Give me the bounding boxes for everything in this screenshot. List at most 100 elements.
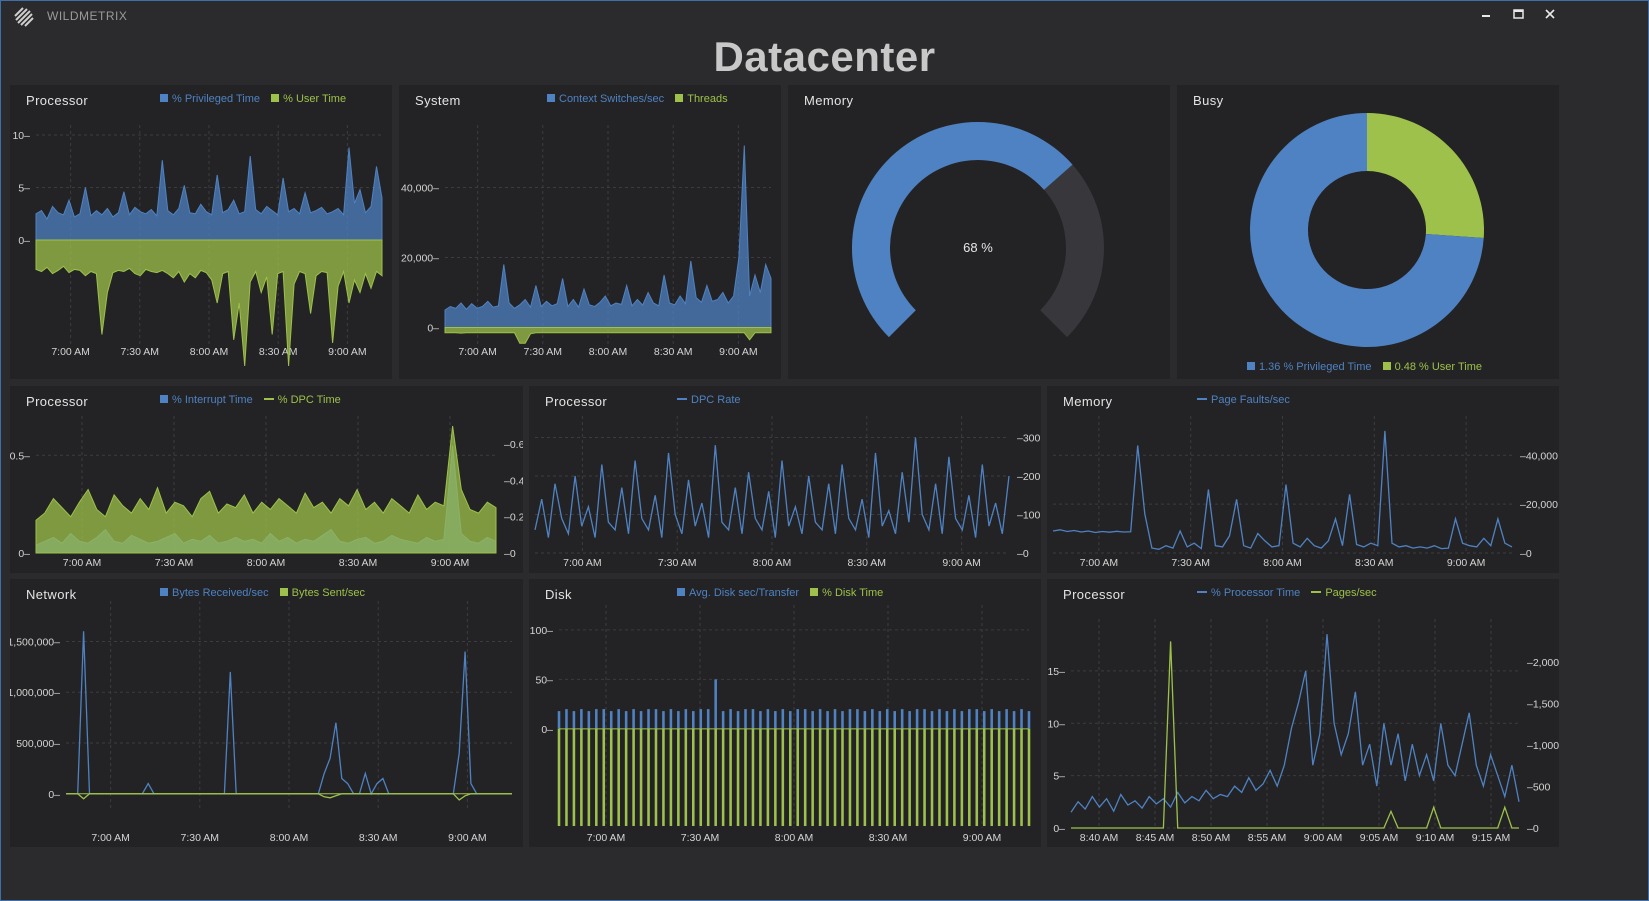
panel-title: Memory bbox=[1063, 394, 1113, 409]
series-bar bbox=[960, 711, 964, 729]
x-tick-label: 8:30 AM bbox=[339, 557, 378, 569]
x-tick-label: 7:00 AM bbox=[1080, 557, 1119, 569]
series-bar bbox=[692, 711, 695, 729]
series-line bbox=[1052, 430, 1513, 550]
legend-item[interactable]: Pages/sec bbox=[1311, 587, 1377, 599]
series-bar bbox=[990, 709, 993, 729]
series-bar bbox=[595, 728, 598, 827]
x-tick-label: 8:00 AM bbox=[1263, 557, 1302, 569]
series-bar bbox=[632, 709, 635, 729]
legend-item[interactable]: % User Time bbox=[271, 93, 346, 105]
x-tick-label: 8:00 AM bbox=[775, 832, 814, 844]
series-bar bbox=[788, 711, 792, 729]
series-bar bbox=[915, 728, 919, 827]
series-bar bbox=[744, 728, 747, 827]
legend-item[interactable]: Avg. Disk sec/Transfer bbox=[677, 587, 799, 599]
x-tick-label: 7:00 AM bbox=[587, 832, 626, 844]
y-tick-label: 10– bbox=[12, 130, 30, 142]
y-tick-label: 0– bbox=[1053, 823, 1065, 835]
close-icon bbox=[1545, 9, 1555, 19]
x-tick-label: 8:00 AM bbox=[270, 832, 309, 844]
series-bar bbox=[751, 728, 755, 827]
processor-dpc-rate-panel: 7:00 AM 7:30 AM 8:00 AM 8:30 AM 9:00 AM –300 –… bbox=[529, 386, 1041, 573]
series-bar bbox=[706, 709, 710, 729]
maximize-button[interactable] bbox=[1505, 5, 1531, 25]
y-tick-label: –300 bbox=[1017, 433, 1041, 445]
series-bar bbox=[833, 728, 837, 827]
legend-item[interactable]: % Processor Time bbox=[1197, 587, 1300, 599]
series-bar bbox=[841, 711, 844, 729]
series-bar bbox=[766, 728, 770, 827]
processor-interrupt-dpc-panel: 7:00 AM 7:30 AM 8:00 AM 8:30 AM 9:00 AM 0.5– 0… bbox=[10, 386, 523, 573]
series-bar bbox=[938, 709, 941, 729]
legend-item[interactable]: 1.36 % Privileged Time bbox=[1247, 361, 1372, 373]
series-area bbox=[35, 425, 497, 554]
legend-label: % Interrupt Time bbox=[172, 394, 253, 406]
series-bar bbox=[997, 711, 1001, 729]
y-tick-label: 1,000,000– bbox=[10, 687, 60, 699]
series-bar bbox=[923, 709, 926, 729]
series-bar bbox=[878, 728, 882, 827]
gauge-value-label: 68 % bbox=[963, 240, 993, 255]
y-tick-label: –20,000 bbox=[1520, 499, 1558, 511]
series-bar bbox=[565, 709, 568, 729]
legend-item[interactable]: % Interrupt Time bbox=[160, 394, 253, 406]
series-bar bbox=[766, 709, 770, 729]
legend-label: % Disk Time bbox=[822, 587, 884, 599]
series-bar bbox=[609, 711, 613, 729]
donut-slice[interactable] bbox=[1250, 113, 1484, 347]
series-bar bbox=[803, 728, 807, 827]
chart-canvas: 7:00 AM 7:30 AM 8:00 AM 8:30 AM 9:00 AM 40,00… bbox=[401, 125, 772, 358]
legend-item[interactable]: % Disk Time bbox=[810, 587, 883, 599]
series-bar bbox=[639, 728, 643, 827]
series-bar bbox=[796, 709, 800, 729]
series-bar bbox=[684, 728, 688, 827]
legend-item[interactable]: Threads bbox=[675, 93, 728, 105]
legend-item[interactable]: % Privileged Time bbox=[160, 93, 260, 105]
x-tick-label: 7:30 AM bbox=[181, 832, 220, 844]
legend-label: % Processor Time bbox=[1211, 587, 1301, 599]
series-bar bbox=[953, 728, 956, 827]
series-bar bbox=[863, 711, 867, 729]
legend-item[interactable]: DPC Rate bbox=[677, 394, 741, 406]
series-bar bbox=[1012, 728, 1016, 827]
legend-item[interactable]: Page Faults/sec bbox=[1197, 394, 1290, 406]
minimize-button[interactable] bbox=[1473, 5, 1499, 25]
y-tick-label: –0.6 bbox=[504, 439, 523, 451]
x-tick-label: 7:30 AM bbox=[658, 557, 697, 569]
series-bar bbox=[580, 728, 583, 827]
series-bar bbox=[714, 728, 717, 827]
panel-title: Busy bbox=[1193, 93, 1224, 108]
series-bar bbox=[788, 728, 792, 827]
legend-item[interactable]: Bytes Sent/sec bbox=[279, 587, 365, 599]
x-tick-label: 8:40 AM bbox=[1080, 832, 1119, 844]
series-bar bbox=[580, 709, 583, 729]
series-bar bbox=[1027, 711, 1031, 729]
y-tick-label: –40,000 bbox=[1520, 450, 1558, 462]
processor-time-pages-panel: 8:40 AM 8:45 AM 8:50 AM 8:55 AM 9:00 AM 9:05 … bbox=[1047, 579, 1559, 847]
title-bar: WILDMETRIX bbox=[1, 1, 1648, 29]
series-bar bbox=[930, 728, 934, 827]
y-tick-label: –200 bbox=[1017, 471, 1041, 483]
series-bar bbox=[662, 728, 665, 827]
donut-slice[interactable] bbox=[1367, 113, 1484, 238]
series-bar bbox=[982, 728, 986, 827]
series-bar bbox=[647, 728, 650, 827]
series-bar bbox=[729, 728, 732, 827]
legend-item[interactable]: % DPC Time bbox=[263, 394, 341, 406]
x-tick-label: 7:30 AM bbox=[681, 832, 720, 844]
y-tick-label: 20,000– bbox=[401, 253, 439, 265]
series-bar bbox=[1027, 728, 1031, 827]
series-line bbox=[534, 437, 1010, 538]
series-bar bbox=[863, 728, 867, 827]
chart-canvas: 7:00 AM 7:30 AM 8:00 AM 8:30 AM 9:00 AM 0.5– 0… bbox=[10, 416, 523, 569]
system-panel: 7:00 AM 7:30 AM 8:00 AM 8:30 AM 9:00 AM 40,00… bbox=[399, 85, 781, 379]
series-bar bbox=[915, 709, 919, 729]
legend-item[interactable]: 0.48 % User Time bbox=[1382, 361, 1482, 373]
legend-item[interactable]: Context Switches/sec bbox=[547, 93, 664, 105]
legend-item[interactable]: Bytes Received/sec bbox=[160, 587, 269, 599]
close-button[interactable] bbox=[1537, 5, 1563, 25]
y-tick-label: 0.5– bbox=[10, 450, 30, 462]
series-bar bbox=[878, 711, 882, 729]
x-tick-label: 7:30 AM bbox=[155, 557, 194, 569]
